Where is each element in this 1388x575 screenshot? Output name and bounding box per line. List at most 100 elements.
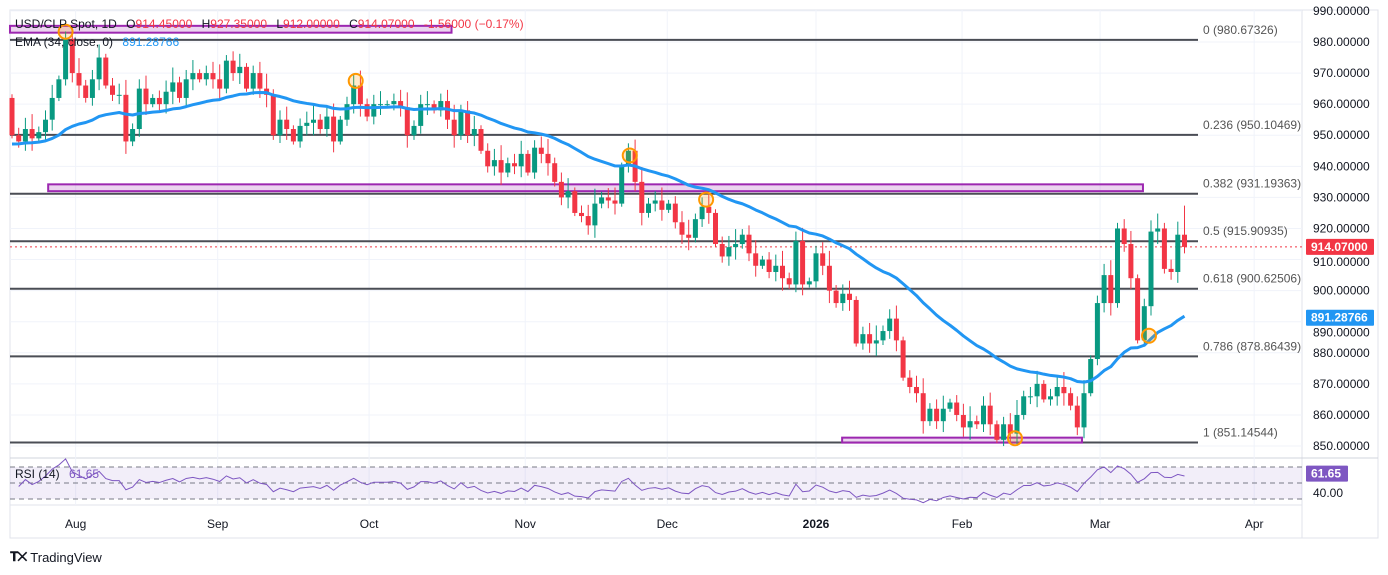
candle-up [190, 73, 196, 80]
swing-marker-circle [57, 23, 74, 40]
candle-up [250, 73, 256, 89]
ema-value: 891.28766 [122, 35, 180, 49]
candle-down [197, 73, 203, 80]
candle-up [666, 203, 672, 210]
candle-up [619, 166, 625, 204]
candle-up [297, 125, 303, 142]
zones[interactable] [8, 24, 1144, 444]
support-resistance-zone[interactable] [841, 436, 1083, 444]
candle-down [498, 160, 504, 173]
candle-down [833, 290, 839, 304]
time-tick-label: Dec [657, 517, 678, 531]
price-tags: 914.07000 891.28766 61.65 [1306, 238, 1374, 482]
high-label: H [201, 17, 211, 31]
candle-down [270, 94, 276, 136]
candle-up [1155, 228, 1161, 232]
candle-down [404, 107, 410, 136]
time-axis[interactable]: Aug Sep Oct Nov Dec 2026 Feb Mar Apr [65, 517, 1264, 531]
candle-down [284, 119, 290, 130]
candle-down [69, 38, 75, 74]
time-tick-label: Aug [65, 517, 86, 531]
candle-up [324, 116, 330, 130]
candle-down [83, 85, 89, 98]
candle-down [1121, 228, 1127, 245]
candle-down [853, 299, 859, 344]
candle-up [170, 82, 176, 92]
time-tick-label: Mar [1090, 517, 1111, 531]
candle-down [76, 73, 82, 86]
candle-up [759, 259, 765, 266]
price-tick-label: 950.00000 [1313, 128, 1370, 142]
candle-up [887, 318, 893, 332]
ema-legend[interactable]: EMA (34, close, 0) 891.28766 [15, 35, 185, 49]
price-tick-label: 930.00000 [1313, 190, 1370, 204]
support-resistance-zone[interactable] [8, 24, 453, 34]
candle-down [451, 119, 457, 136]
candle-down [230, 60, 236, 74]
candle-up [1027, 396, 1033, 398]
fibonacci-retracement[interactable]: 0 (980.67326) 0.236 (950.10469) 0.382 (931… [10, 23, 1302, 444]
candle-down [780, 265, 785, 279]
high-value: 927.35000 [210, 17, 267, 31]
candle-up [793, 240, 799, 285]
candle-down [679, 222, 685, 235]
swing-marker-circle [621, 147, 638, 164]
candle-down [847, 293, 852, 300]
candle-down [934, 408, 940, 422]
candle-up [384, 104, 390, 106]
support-resistance-zone[interactable] [47, 183, 1144, 193]
candle-down [290, 129, 296, 142]
candle-down [753, 253, 759, 266]
candle-up [1148, 231, 1154, 307]
candle-down [398, 101, 404, 108]
candle-down [431, 104, 437, 111]
candle-up [424, 104, 430, 106]
candle-down [907, 377, 913, 387]
candle-up [418, 104, 424, 126]
candle-down [572, 191, 578, 213]
candle-down [766, 259, 772, 272]
fib-level-label: 0.5 (915.90935) [1203, 224, 1288, 238]
candle-up [646, 203, 651, 213]
candle-down [244, 66, 249, 89]
candle-down [719, 244, 725, 257]
candle-up [96, 57, 102, 80]
candle-up [351, 85, 357, 105]
candle-up [733, 244, 739, 248]
candle-down [1182, 234, 1187, 247]
candle-up [652, 200, 658, 204]
symbol-title: USD/CLP Spot, 1D [15, 17, 117, 31]
candle-up [880, 331, 886, 341]
candle-down [867, 334, 873, 344]
candle-down [974, 421, 980, 425]
candle-up [150, 97, 156, 105]
candle-up [49, 97, 55, 120]
swing-marker-circle [347, 72, 364, 89]
candle-up [947, 402, 953, 409]
candle-up [1001, 424, 1007, 440]
change-value: -1.56000 (−0.17%) [423, 17, 524, 31]
candle-down [826, 265, 832, 291]
candle-up [565, 191, 571, 198]
candle-up [1115, 228, 1120, 304]
current-price-tag: 914.07000 [1311, 240, 1368, 254]
rsi-value-tag: 61.65 [1311, 467, 1341, 481]
candle-down [1074, 405, 1080, 428]
candle-up [1081, 393, 1087, 428]
candle-down [1168, 268, 1174, 272]
price-axis[interactable]: 990.00000 980.00000 970.00000 960.00000 950.… [1313, 4, 1370, 453]
candle-down [672, 203, 678, 223]
rsi-band [10, 467, 1302, 499]
candle-down [143, 88, 149, 105]
rsi-legend[interactable]: RSI (14) 61.65 [15, 467, 105, 481]
symbol-legend[interactable]: USD/CLP Spot, 1D O914.45000 H927.35000 L… [15, 17, 530, 31]
rsi-pane: 40.00 [10, 458, 1343, 504]
tradingview-logo[interactable]: 𝐓✕ TradingView [10, 549, 102, 565]
candle-down [1108, 275, 1114, 304]
candle-down [512, 163, 517, 167]
price-tick-label: 920.00000 [1313, 221, 1370, 235]
candle-up [43, 119, 48, 133]
time-tick-label: Oct [360, 517, 379, 531]
price-tick-label: 990.00000 [1313, 4, 1370, 18]
